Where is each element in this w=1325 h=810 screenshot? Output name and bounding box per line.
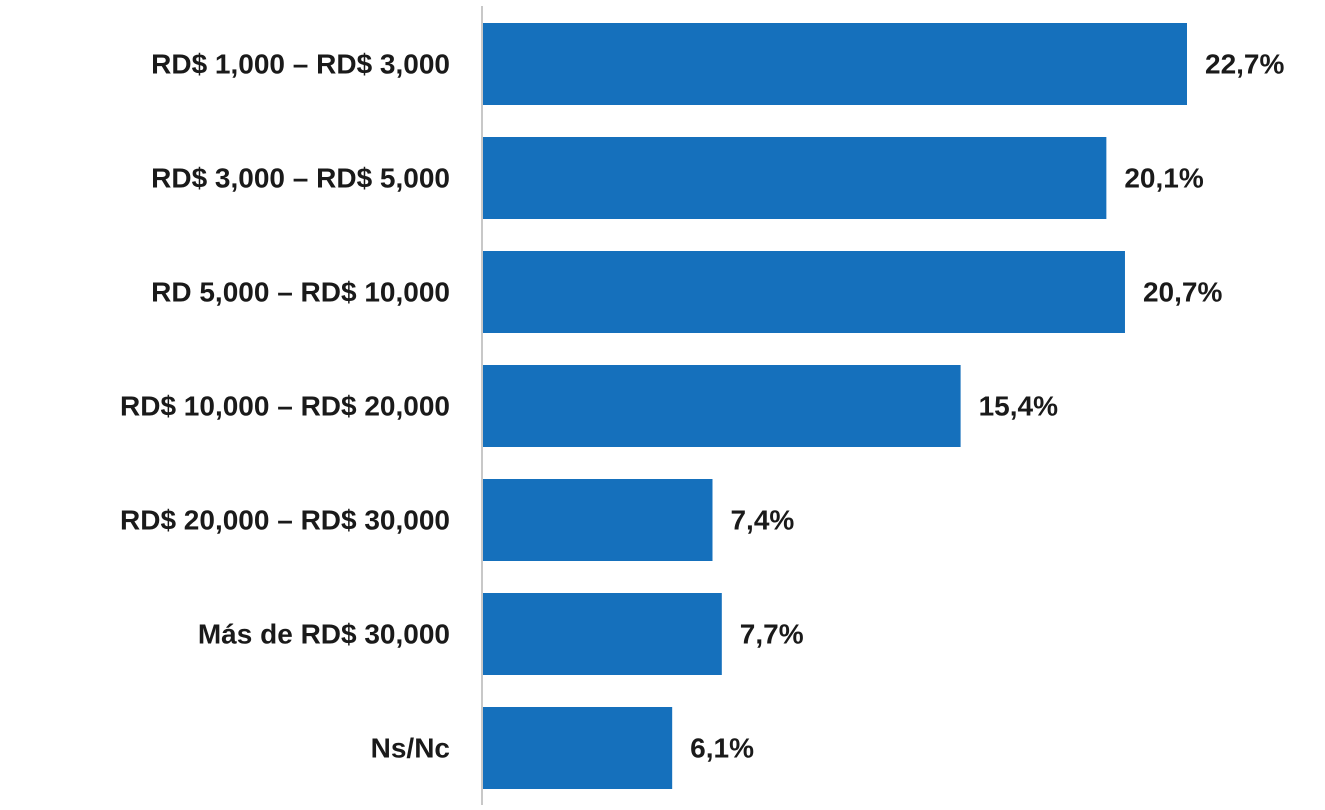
value-label: 15,4% xyxy=(979,391,1058,422)
bar xyxy=(483,251,1125,333)
value-label: 7,7% xyxy=(740,619,804,650)
value-label: 7,4% xyxy=(730,505,794,536)
bar xyxy=(483,479,713,561)
value-label: 22,7% xyxy=(1205,49,1284,80)
category-label: RD$ 20,000 – RD$ 30,000 xyxy=(120,505,450,536)
category-label: RD$ 10,000 – RD$ 20,000 xyxy=(120,391,450,422)
value-label: 20,7% xyxy=(1143,277,1222,308)
bar xyxy=(483,365,961,447)
bar xyxy=(483,593,722,675)
bar xyxy=(483,23,1187,105)
bar xyxy=(483,707,673,789)
category-label: RD$ 1,000 – RD$ 3,000 xyxy=(151,49,450,80)
value-label: 6,1% xyxy=(690,733,754,764)
value-label: 20,1% xyxy=(1124,163,1203,194)
category-label: Más de RD$ 30,000 xyxy=(198,619,450,650)
category-label: RD$ 3,000 – RD$ 5,000 xyxy=(151,163,450,194)
category-label: RD 5,000 – RD$ 10,000 xyxy=(151,277,450,308)
bar xyxy=(483,137,1107,219)
category-label: Ns/Nc xyxy=(371,733,450,764)
